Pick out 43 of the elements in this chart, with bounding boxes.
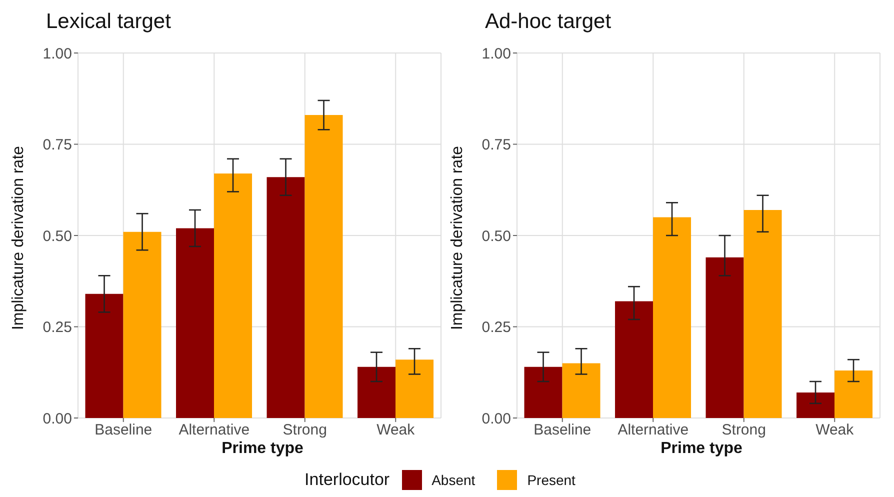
x-tick-label: Alternative: [618, 422, 689, 439]
bar: [834, 370, 873, 418]
y-tick-label: 0.50: [42, 228, 72, 245]
bar: [796, 392, 835, 418]
bar: [123, 232, 162, 418]
y-tick-label: 0.75: [482, 136, 511, 154]
y-tick-label: 0.75: [42, 136, 72, 154]
x-tick-label: Alternative: [178, 422, 250, 439]
x-tick-label: Strong: [722, 422, 766, 439]
y-tick-label: 0.50: [482, 228, 511, 245]
x-tick-label: Baseline: [534, 422, 592, 439]
bar: [396, 360, 434, 418]
bar: [615, 301, 654, 418]
y-tick-label: 0.00: [482, 410, 511, 428]
x-tick-label: Baseline: [94, 422, 152, 439]
y-tick-label: 0.25: [482, 319, 511, 336]
bar: [358, 366, 396, 418]
y-tick-label: 1.00: [482, 45, 511, 62]
y-tick-label: 0.25: [42, 319, 72, 336]
x-tick-label: Weak: [816, 422, 854, 439]
bar: [706, 257, 744, 418]
x-tick-label: Weak: [376, 422, 416, 439]
x-axis-title: Prime type: [660, 440, 744, 458]
bar: [744, 210, 782, 418]
y-tick-label: 1.00: [42, 45, 72, 62]
legend-label: Absent: [432, 472, 476, 488]
y-tick-label: 0.00: [42, 410, 72, 428]
bar: [176, 228, 214, 418]
bar: [304, 115, 343, 418]
bar: [562, 363, 600, 418]
y-axis-title: Implicature derivation rate: [10, 146, 28, 330]
x-axis-title: Prime type: [220, 440, 304, 458]
bar: [524, 366, 562, 418]
chart-title: Lexical target: [46, 10, 171, 34]
bar: [214, 173, 252, 418]
y-axis-title: Implicature derivation rate: [449, 146, 467, 330]
bar: [653, 217, 692, 418]
x-tick-label: Strong: [282, 422, 327, 439]
legend-label: Present: [527, 472, 576, 488]
legend-title: Interlocutor: [304, 470, 390, 490]
bar: [85, 294, 124, 418]
chart-title: Ad-hoc target: [485, 10, 612, 34]
bar: [266, 177, 305, 418]
